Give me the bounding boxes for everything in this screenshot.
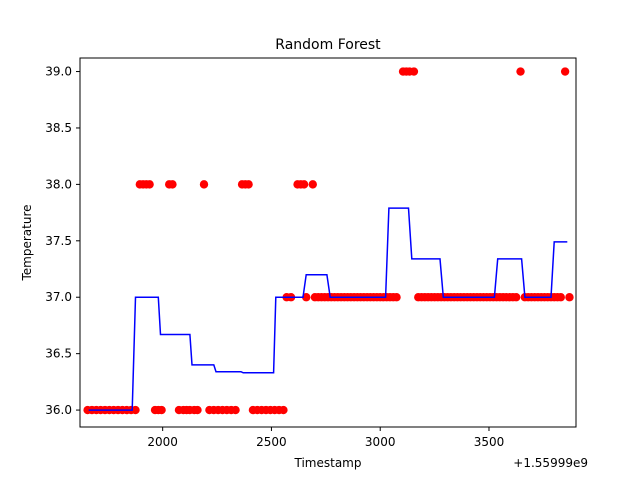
x-axis-ticks: 2000 2500 3000 3500 xyxy=(147,427,504,449)
scatter-point xyxy=(516,67,525,76)
y-tick-label: 37.0 xyxy=(45,290,72,304)
x-axis-label: Timestamp xyxy=(294,456,362,470)
y-tick-label: 36.0 xyxy=(45,403,72,417)
y-tick-label: 39.0 xyxy=(45,65,72,79)
y-tick-label: 37.5 xyxy=(45,234,72,248)
scatter-point xyxy=(231,405,240,415)
scatter-point xyxy=(308,180,317,189)
x-tick-label: 3000 xyxy=(365,435,396,449)
scatter-point xyxy=(244,180,253,189)
scatter-point xyxy=(302,293,311,302)
scatter-point xyxy=(168,180,177,189)
scatter-point xyxy=(565,293,574,302)
scatter-point xyxy=(511,293,521,302)
scatter-point xyxy=(193,405,202,415)
scatter-point xyxy=(279,405,288,415)
x-tick-label: 2000 xyxy=(147,435,178,449)
y-axis-label: Temperature xyxy=(20,204,34,281)
y-tick-label: 38.0 xyxy=(45,177,72,191)
scatter-point xyxy=(392,293,401,302)
y-axis-ticks: 36.0 36.5 37.0 37.5 38.0 38.5 39.0 xyxy=(45,65,80,417)
x-tick-label: 3500 xyxy=(474,435,505,449)
scatter-point xyxy=(409,67,419,76)
scatter-point xyxy=(131,405,140,415)
scatter-point xyxy=(560,67,570,76)
axes-frame xyxy=(79,57,577,428)
scatter-point xyxy=(199,180,209,189)
plot-area xyxy=(83,67,574,415)
x-tick-label: 2500 xyxy=(256,435,287,449)
scatter-point xyxy=(145,180,154,189)
chart-title: Random Forest xyxy=(275,37,381,53)
y-tick-label: 36.5 xyxy=(45,347,72,361)
scatter-point xyxy=(299,180,309,189)
x-axis-offset-label: +1.55999e9 xyxy=(513,456,588,470)
scatter-point xyxy=(556,293,565,302)
prediction-line xyxy=(88,207,568,411)
y-tick-label: 38.5 xyxy=(45,121,72,135)
scatter-point xyxy=(157,405,166,415)
